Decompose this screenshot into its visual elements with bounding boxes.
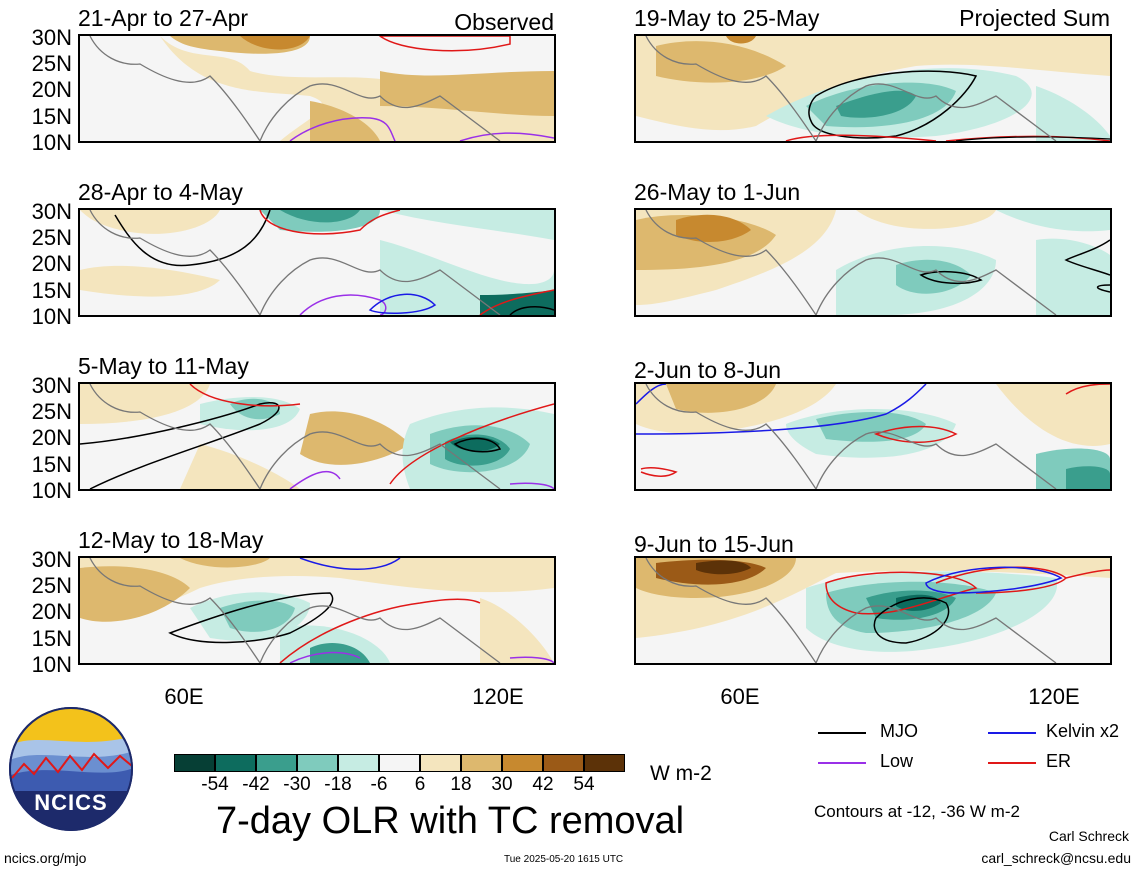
olr-map-8 [634, 556, 1112, 665]
lon-label-left-120e: 120E [472, 684, 524, 709]
timestamp: Tue 2025-05-20 1615 UTC [504, 854, 624, 865]
colorbar-swatch [584, 754, 625, 772]
lon-label-left-60e: 60E [164, 684, 204, 709]
low-line-swatch [818, 762, 866, 764]
colorbar-label: -18 [324, 774, 352, 795]
lat-label: 15N [31, 626, 72, 651]
lat-label: 20N [31, 425, 72, 450]
colorbar-swatch [379, 754, 420, 772]
site-link[interactable]: ncics.org/mjo [4, 850, 87, 866]
main-title: 7-day OLR with TC removal [216, 800, 685, 842]
er-line-swatch [988, 762, 1036, 764]
olr-map-7 [634, 382, 1112, 491]
lat-label: 25N [31, 51, 72, 76]
lat-label: 30N [31, 373, 72, 398]
colorbar-label: 6 [414, 774, 426, 795]
olr-map-2 [78, 208, 556, 317]
colorbar-swatch [256, 754, 297, 772]
colorbar-units: W m-2 [650, 762, 712, 785]
lat-label: 30N [31, 25, 72, 50]
lat-label: 20N [31, 77, 72, 102]
colorbar-label: 42 [532, 774, 554, 795]
olr-map-1 [78, 34, 556, 143]
contours-note: Contours at -12, -36 W m-2 [814, 802, 1020, 821]
lon-label-right-60e: 60E [720, 684, 760, 709]
lat-label: 20N [31, 251, 72, 276]
colorbar-swatch [338, 754, 379, 772]
panel-title: 5-May to 11-May [78, 353, 249, 379]
panel-title: 12-May to 18-May [78, 527, 264, 553]
lat-label: 10N [31, 652, 72, 677]
lat-label: 15N [31, 104, 72, 129]
colorbar-label: -30 [283, 774, 311, 795]
lat-label: 20N [31, 599, 72, 624]
lat-label: 30N [31, 547, 72, 572]
colorbar-swatch [420, 754, 461, 772]
colorbar-label: 54 [573, 774, 595, 795]
mjo-legend-label: MJO [880, 721, 918, 741]
kelvin-legend-label: Kelvin x2 [1046, 721, 1120, 741]
olr-map-6 [634, 208, 1112, 317]
panel-title: 9-Jun to 15-Jun [634, 531, 794, 557]
colorbar-label: 18 [450, 774, 472, 795]
lat-label: 25N [31, 399, 72, 424]
er-legend-label: ER [1046, 751, 1072, 771]
lat-label: 25N [31, 573, 72, 598]
lat-label: 15N [31, 452, 72, 477]
panel-tag: Projected Sum [959, 5, 1110, 31]
mjo-line-swatch [818, 732, 866, 734]
colorbar-swatch [461, 754, 502, 772]
author-name: Carl Schreck [1048, 828, 1129, 844]
panel-title: 28-Apr to 4-May [78, 179, 243, 205]
panel-title: 21-Apr to 27-Apr [78, 5, 249, 31]
colorbar-swatch [215, 754, 256, 772]
colorbar-swatch [543, 754, 584, 772]
lat-label: 25N [31, 225, 72, 250]
colorbar-label: 30 [491, 774, 513, 795]
panel-title: 2-Jun to 8-Jun [634, 357, 782, 383]
olr-map-3 [78, 382, 556, 491]
colorbar-swatch [502, 754, 543, 772]
lat-label: 10N [31, 130, 72, 155]
panel-title: 26-May to 1-Jun [634, 179, 801, 205]
kelvin-line-swatch [988, 732, 1036, 734]
low-legend-label: Low [880, 751, 914, 771]
ncics-logo-text: NCICS [34, 790, 108, 815]
author-email[interactable]: carl_schreck@ncsu.edu [981, 850, 1131, 866]
colorbar-swatch [297, 754, 338, 772]
lat-label: 30N [31, 199, 72, 224]
lat-label: 15N [31, 278, 72, 303]
colorbar-label: -54 [201, 774, 229, 795]
olr-map-5 [634, 34, 1112, 143]
lat-label: 10N [31, 478, 72, 503]
panel-tag: Observed [454, 9, 554, 35]
colorbar-label: -42 [242, 774, 270, 795]
lat-label: 10N [31, 304, 72, 329]
panel-title: 19-May to 25-May [634, 5, 820, 31]
colorbar-swatch [174, 754, 215, 772]
lon-label-right-120e: 120E [1028, 684, 1080, 709]
olr-map-4 [78, 556, 556, 665]
colorbar-label: -6 [370, 774, 388, 795]
ncics-logo: NCICS [8, 706, 134, 832]
